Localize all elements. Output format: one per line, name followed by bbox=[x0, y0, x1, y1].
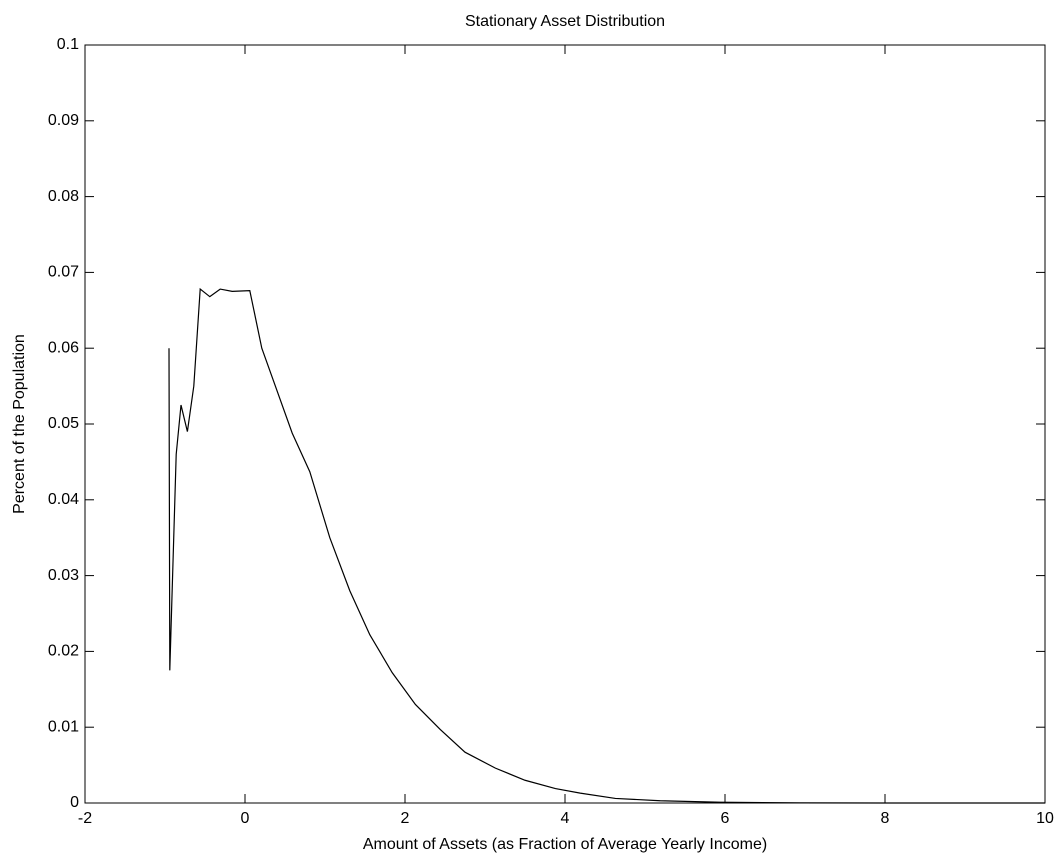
y-tick-label: 0.06 bbox=[48, 339, 79, 356]
y-tick-label: 0.01 bbox=[48, 718, 79, 735]
y-tick-label: 0.1 bbox=[57, 36, 79, 53]
chart-title: Stationary Asset Distribution bbox=[465, 13, 665, 30]
x-tick-label: 4 bbox=[561, 810, 570, 827]
y-axis-label: Percent of the Population bbox=[11, 334, 28, 514]
x-tick-label: 2 bbox=[401, 810, 410, 827]
y-tick-label: 0.02 bbox=[48, 643, 79, 660]
y-tick-label: 0.09 bbox=[48, 112, 79, 129]
y-tick-label: 0.03 bbox=[48, 567, 79, 584]
x-tick-label: 6 bbox=[721, 810, 730, 827]
x-tick-label: 0 bbox=[241, 810, 250, 827]
data-line bbox=[168, 287, 1045, 804]
y-tick-label: 0.08 bbox=[48, 188, 79, 205]
y-tick-label: 0.05 bbox=[48, 415, 79, 432]
y-tick-label: 0.07 bbox=[48, 264, 79, 281]
x-tick-label: 8 bbox=[881, 810, 890, 827]
x-tick-label: -2 bbox=[78, 810, 92, 827]
x-tick-label: 10 bbox=[1036, 810, 1054, 827]
x-axis-label: Amount of Assets (as Fraction of Average… bbox=[363, 836, 767, 853]
y-tick-label: 0 bbox=[70, 794, 79, 811]
y-tick-label: 0.04 bbox=[48, 491, 79, 508]
